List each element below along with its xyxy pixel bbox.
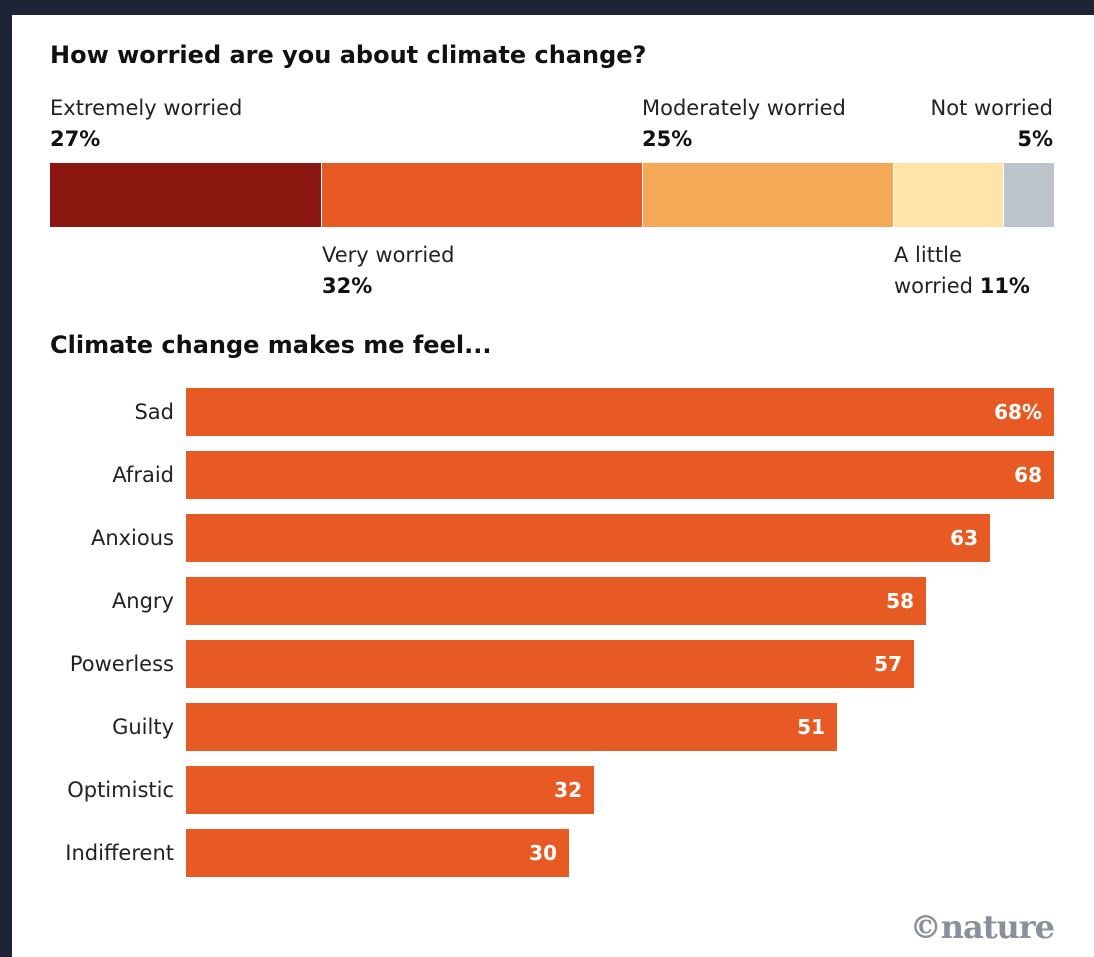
label-very-worried-name: Very worried — [322, 243, 455, 267]
bar-value-label: 30 — [529, 841, 557, 865]
label-very-worried-value: 32% — [322, 274, 373, 298]
bar-anxious: 63 — [186, 514, 990, 562]
bar-value-label: 63 — [950, 526, 978, 550]
segment-not-worried — [1003, 163, 1054, 227]
feelings-chart-title: Climate change makes me feel... — [50, 331, 492, 359]
bar-value-label: 68 — [1014, 463, 1042, 487]
bar-value-label: 32 — [554, 778, 582, 802]
nature-logo: ©nature — [909, 908, 1055, 946]
bar-value-label: 68% — [994, 400, 1042, 424]
bar-value-label: 57 — [874, 652, 902, 676]
label-a-little-worried-name: A little worried — [894, 243, 974, 298]
category-label: Angry — [111, 589, 174, 613]
category-label: Guilty — [112, 715, 174, 739]
chart-card: How worried are you about climate change… — [12, 15, 1094, 957]
label-very-worried: Very worried 32% — [322, 240, 454, 302]
label-not-worried: Not worried 5% — [853, 93, 1053, 155]
category-label: Afraid — [112, 463, 174, 487]
label-extremely-worried-value: 27% — [50, 127, 101, 151]
label-moderately-worried-name: Moderately worried — [642, 96, 846, 120]
category-label: Powerless — [69, 652, 174, 676]
category-label: Sad — [134, 400, 174, 424]
label-a-little-worried-value: 11% — [979, 274, 1030, 298]
bar-value-label: 58 — [886, 589, 914, 613]
segment-extremely-worried — [50, 163, 321, 227]
feelings-bar-chart: Sad 68% Afraid 68 Anxious 63 Angry 58 Powerless 5… — [12, 15, 1094, 957]
bar-powerless: 57 — [186, 640, 914, 688]
segment-moderately-worried — [642, 163, 894, 227]
bar-indifferent: 30 — [186, 829, 569, 877]
worry-chart-title: How worried are you about climate change… — [50, 41, 647, 69]
label-moderately-worried: Moderately worried 25% — [642, 93, 846, 155]
bar-optimistic: 32 — [186, 766, 594, 814]
bar-angry: 58 — [186, 577, 926, 625]
segment-very-worried — [321, 163, 643, 227]
category-label: Indifferent — [65, 841, 174, 865]
bar-sad: 68% — [186, 388, 1054, 436]
bar-value-label: 51 — [797, 715, 825, 739]
label-extremely-worried-name: Extremely worried — [50, 96, 243, 120]
category-label: Anxious — [90, 526, 174, 550]
label-moderately-worried-value: 25% — [642, 127, 693, 151]
bar-afraid: 68 — [186, 451, 1054, 499]
label-not-worried-name: Not worried — [930, 96, 1053, 120]
label-not-worried-value: 5% — [1017, 127, 1053, 151]
label-a-little-worried: A little worried 11% — [894, 240, 1044, 302]
worry-stacked-bar — [50, 163, 1054, 227]
bar-guilty: 51 — [186, 703, 837, 751]
category-label: Optimistic — [67, 778, 174, 802]
label-extremely-worried: Extremely worried 27% — [50, 93, 242, 155]
segment-a-little-worried — [893, 163, 1004, 227]
